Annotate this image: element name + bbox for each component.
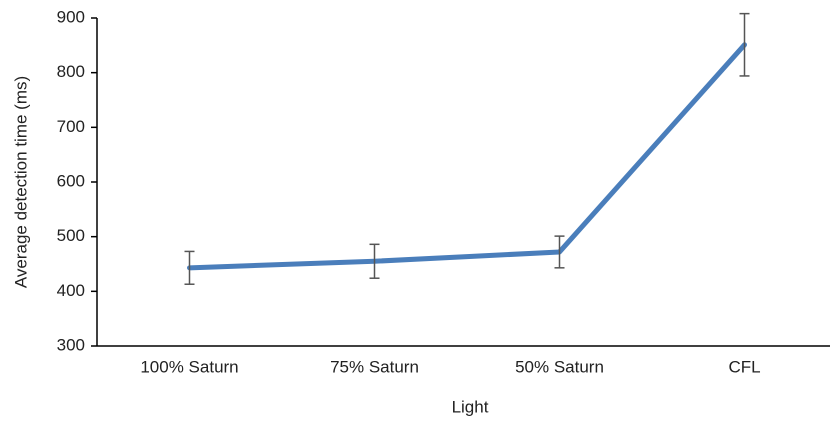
x-tick-label: 100% Saturn — [140, 357, 238, 376]
y-tick-label: 600 — [57, 171, 85, 190]
y-tick-label: 900 — [57, 7, 85, 26]
y-tick-label: 500 — [57, 226, 85, 245]
y-tick-label: 800 — [57, 62, 85, 81]
error-bar — [739, 12, 750, 77]
error-bar — [184, 250, 195, 285]
y-tick-label: 400 — [57, 281, 85, 300]
y-tick-label: 700 — [57, 117, 85, 136]
data-line — [187, 42, 747, 271]
error-bar — [369, 243, 380, 279]
x-tick-label: CFL — [728, 357, 760, 376]
error-bar — [554, 235, 565, 269]
x-tick-label: 50% Saturn — [515, 357, 604, 376]
x-axis-title: Light — [452, 397, 489, 416]
y-axis-title: Average detection time (ms) — [11, 76, 30, 288]
x-tick-label: 75% Saturn — [330, 357, 419, 376]
y-tick-label: 300 — [57, 335, 85, 354]
